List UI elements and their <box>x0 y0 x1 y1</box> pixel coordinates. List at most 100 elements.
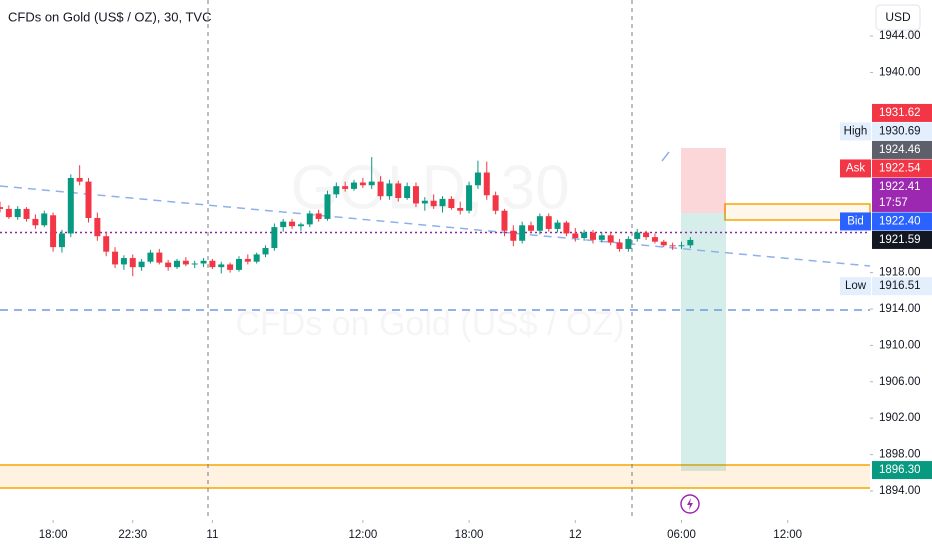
x-tick-label: 06:00 <box>667 529 696 541</box>
candle-body <box>625 238 632 249</box>
x-tick-label: 12:00 <box>773 529 802 541</box>
candle-body <box>563 222 570 234</box>
watermark-description: CFDs on Gold (US$ / OZ) <box>235 305 624 343</box>
y-tick-label: 1902.00 <box>879 412 921 424</box>
zone-fill <box>0 465 870 488</box>
candle-body <box>253 254 260 262</box>
candle-body <box>165 262 172 268</box>
candle-body <box>554 222 561 229</box>
watermark-symbol: GOLD, 30 <box>290 153 569 222</box>
candle-body <box>351 182 358 189</box>
candle-body <box>5 208 12 218</box>
price-label: 1931.62 <box>879 107 921 119</box>
candle-body <box>643 232 650 238</box>
y-tick-label: 1918.00 <box>879 267 921 279</box>
candle-body <box>0 207 3 209</box>
price-label-box <box>872 103 932 122</box>
candle-body <box>678 245 685 247</box>
candle-body <box>297 224 304 227</box>
candle-body <box>342 186 349 189</box>
y-tick-label: 1906.00 <box>879 376 921 388</box>
candle-body <box>616 242 623 249</box>
candle-body <box>634 232 641 239</box>
candle-body <box>687 239 694 246</box>
candle-body <box>191 263 198 265</box>
candle-body <box>492 195 499 211</box>
candle-body <box>333 186 340 195</box>
event-icon-glyph <box>687 498 693 510</box>
candle-body <box>324 194 331 219</box>
target-zone <box>681 213 726 471</box>
candle-body <box>466 185 473 211</box>
candle-body <box>200 260 207 264</box>
price-tag-box <box>840 122 871 141</box>
candle-body <box>412 186 419 204</box>
y-tick-label: 1910.00 <box>879 339 921 351</box>
price-label: 1921.59 <box>879 234 921 246</box>
x-tick-label: 18:00 <box>39 529 68 541</box>
candle-body <box>501 210 508 231</box>
candle-body <box>395 183 402 198</box>
candle-body <box>536 216 543 231</box>
candle-body <box>607 235 614 243</box>
candle-body <box>315 213 322 219</box>
candle-body <box>209 260 216 268</box>
x-tick-label: 11 <box>206 529 218 541</box>
price-label-box <box>872 461 932 480</box>
candle-body <box>386 183 393 197</box>
candle-body <box>129 258 136 268</box>
candle-body <box>598 235 605 240</box>
candle-body <box>483 172 490 196</box>
price-tag: Ask <box>846 162 865 174</box>
stop-zone <box>681 148 726 213</box>
price-tag-box <box>840 159 871 178</box>
candle-body <box>545 216 552 229</box>
candle-body <box>519 225 526 241</box>
candle-body <box>103 236 110 252</box>
price-tag: Bid <box>847 215 864 227</box>
price-label-box <box>872 277 932 296</box>
candle-body <box>581 232 588 239</box>
price-label-box <box>872 159 932 178</box>
candle-body <box>41 213 48 226</box>
candle-body <box>404 186 411 198</box>
candle-body <box>58 233 65 248</box>
symbol-title: CFDs on Gold (US$ / OZ), 30, TVC <box>8 9 211 24</box>
candle-body <box>244 258 251 262</box>
candle-body <box>474 172 481 186</box>
candle-body <box>156 252 163 263</box>
y-tick-label: 1898.00 <box>879 449 921 461</box>
candle-body <box>182 260 189 265</box>
price-label: 1922.41 <box>879 181 921 193</box>
candle-body <box>50 215 57 248</box>
candle-body <box>510 230 517 241</box>
candle-body <box>227 264 234 270</box>
candle-body <box>147 252 154 262</box>
candle-body <box>660 241 667 246</box>
y-tick-label: 1914.00 <box>879 303 921 315</box>
price-label-box <box>872 122 932 141</box>
candle-body <box>280 221 287 228</box>
price-label: 1930.69 <box>879 125 921 137</box>
price-label-box <box>872 230 932 249</box>
price-tag-box <box>840 277 871 296</box>
trend-line-stub <box>661 151 670 162</box>
price-tag-box <box>840 212 871 231</box>
candle-body <box>218 264 225 268</box>
currency-label: USD <box>885 10 911 24</box>
price-label: 1922.54 <box>879 162 921 174</box>
candle-body <box>112 251 119 265</box>
candle-body <box>94 218 101 237</box>
candle-body <box>14 208 21 218</box>
candle-body <box>85 181 92 219</box>
candle-body <box>76 177 83 182</box>
candle-body <box>174 260 181 268</box>
candle-body <box>235 258 242 270</box>
price-tag: High <box>844 125 868 137</box>
x-tick-label: 12 <box>569 529 582 541</box>
currency-button[interactable] <box>875 4 921 31</box>
candle-body <box>32 218 39 226</box>
candle-body <box>651 237 658 242</box>
candle-body <box>271 227 278 249</box>
